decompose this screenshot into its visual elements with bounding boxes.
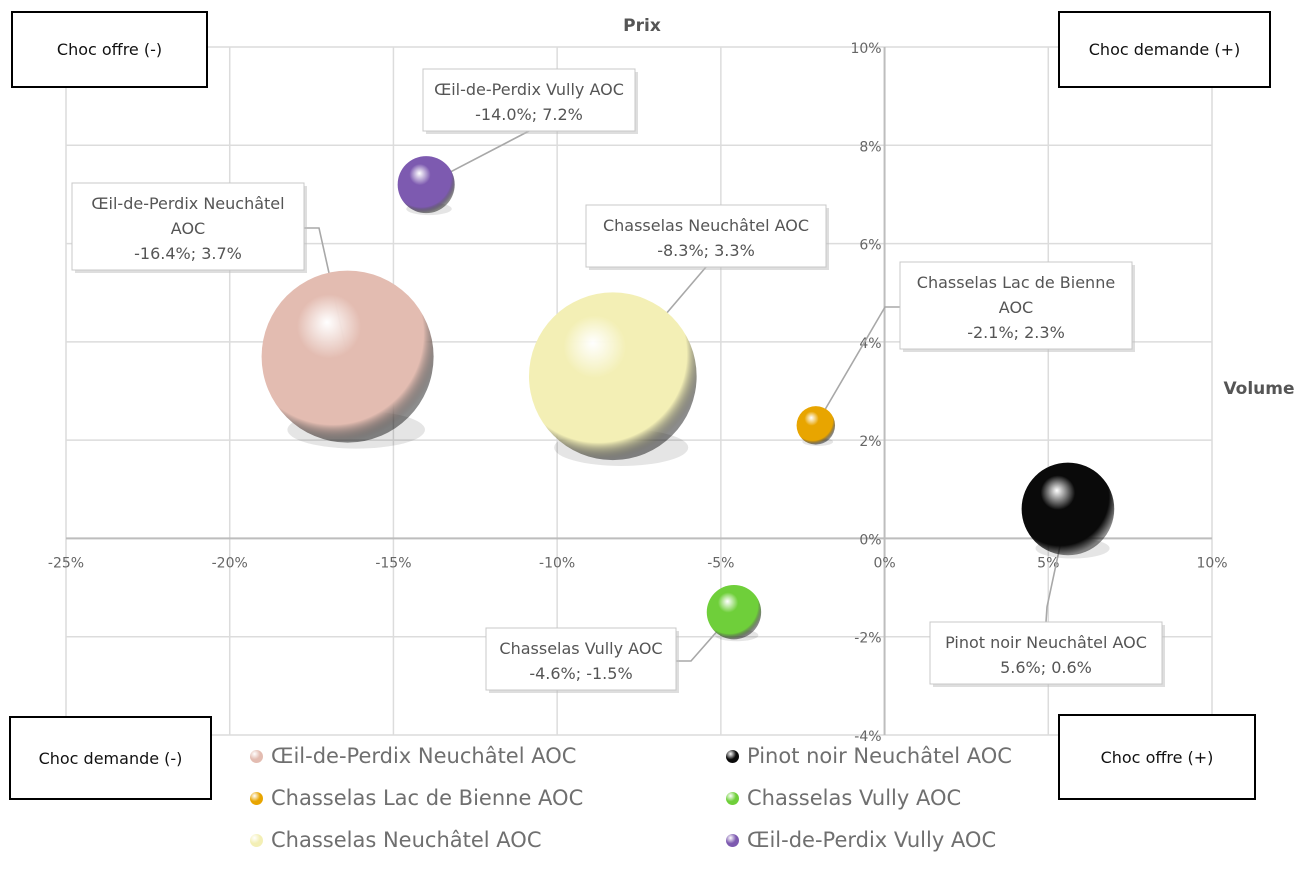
y-tick-label: -4% [854, 729, 881, 745]
legend-item: Chasselas Lac de Bienne AOC [250, 782, 726, 814]
legend-marker [726, 833, 739, 847]
legend-item: Chasselas Vully AOC [726, 782, 1070, 814]
bubble [706, 584, 762, 640]
bubble [796, 406, 836, 445]
data-label-box [929, 621, 1163, 685]
data-label-text: Œil-de-Perdix Neuchâtel [91, 194, 284, 213]
quadrant-label-top-left: Choc offre (-) [11, 11, 208, 88]
bubbles [261, 156, 1115, 642]
data-label-text: -2.1%; 2.3% [967, 323, 1065, 342]
data-labels: Œil-de-Perdix Neuchâtel AOC -16.4%; 3.7% Ch… [71, 68, 1165, 693]
legend-marker [726, 791, 739, 805]
data-label-text: -16.4%; 3.7% [134, 244, 242, 263]
x-tick-label: 10% [1196, 555, 1227, 571]
legend-marker [250, 791, 263, 805]
legend-label: Chasselas Lac de Bienne AOC [271, 786, 584, 810]
quadrant-label-top-right: Choc demande (+) [1058, 11, 1271, 88]
tick-labels: -25% -20% -15% -10% -5% 0% 5% 10%-4%-2%0%2%4%6%… [48, 41, 1228, 745]
data-label-text: 5.6%; 0.6% [1000, 658, 1092, 677]
x-tick-label: -25% [48, 555, 84, 571]
legend-item: Œil-de-Perdix Vully AOC [726, 824, 1070, 856]
axes [66, 47, 1212, 735]
legend-label: Chasselas Vully AOC [747, 786, 962, 810]
y-tick-label: 10% [850, 41, 881, 57]
x-tick-label: -5% [707, 555, 734, 571]
bubble [528, 292, 697, 461]
legend-label: Chasselas Neuchâtel AOC [271, 828, 542, 852]
data-label-text: -4.6%; -1.5% [529, 664, 632, 683]
data-label-box [485, 627, 677, 691]
y-tick-label: -2% [854, 631, 881, 647]
legend-label: Pinot noir Neuchâtel AOC [747, 744, 1012, 768]
legend-item: Pinot noir Neuchâtel AOC [726, 740, 1070, 772]
legend-label: Œil-de-Perdix Vully AOC [747, 828, 997, 852]
x-tick-label: -10% [539, 555, 575, 571]
legend-item: Chasselas Neuchâtel AOC [250, 824, 726, 856]
data-label-text: Œil-de-Perdix Vully AOC [434, 80, 624, 99]
data-label-text: Pinot noir Neuchâtel AOC [945, 633, 1147, 652]
data-label-text: Chasselas Lac de Bienne [917, 273, 1115, 292]
y-tick-label: 2% [859, 434, 881, 450]
quadrant-label-bottom-right: Choc offre (+) [1058, 714, 1256, 800]
x-tick-label: -15% [375, 555, 411, 571]
data-label-box [71, 182, 305, 271]
y-tick-label: 6% [859, 238, 881, 254]
legend-item: Œil-de-Perdix Neuchâtel AOC [250, 740, 726, 772]
leader-line [815, 306, 900, 426]
x-tick-label: 5% [1037, 555, 1059, 571]
data-label-text: -8.3%; 3.3% [657, 241, 755, 260]
x-axis-label: Volume [1223, 379, 1294, 399]
x-tick-label: 0% [873, 555, 895, 571]
bubble [261, 270, 434, 443]
data-label-text: -14.0%; 7.2% [475, 105, 583, 124]
quadrant-label-bottom-left: Choc demande (-) [9, 716, 212, 800]
legend: Œil-de-Perdix Neuchâtel AOC Pinot noir Ne… [250, 740, 1070, 856]
legend-marker [726, 749, 739, 763]
data-label-box [585, 204, 827, 268]
bubble [397, 156, 455, 214]
y-tick-label: 8% [859, 139, 881, 155]
y-axis-label: Prix [623, 16, 661, 36]
legend-marker [250, 833, 263, 847]
x-tick-label: -20% [212, 555, 248, 571]
data-label-text: Chasselas Neuchâtel AOC [603, 216, 809, 235]
legend-label: Œil-de-Perdix Neuchâtel AOC [271, 744, 577, 768]
data-label-text: AOC [171, 219, 205, 238]
legend-marker [250, 749, 263, 763]
data-label-box [899, 261, 1133, 350]
data-label-box [422, 68, 636, 132]
y-tick-label: 0% [859, 532, 881, 548]
data-label-text: Chasselas Vully AOC [499, 639, 662, 658]
data-label-text: AOC [999, 298, 1033, 317]
bubble [1021, 462, 1115, 556]
